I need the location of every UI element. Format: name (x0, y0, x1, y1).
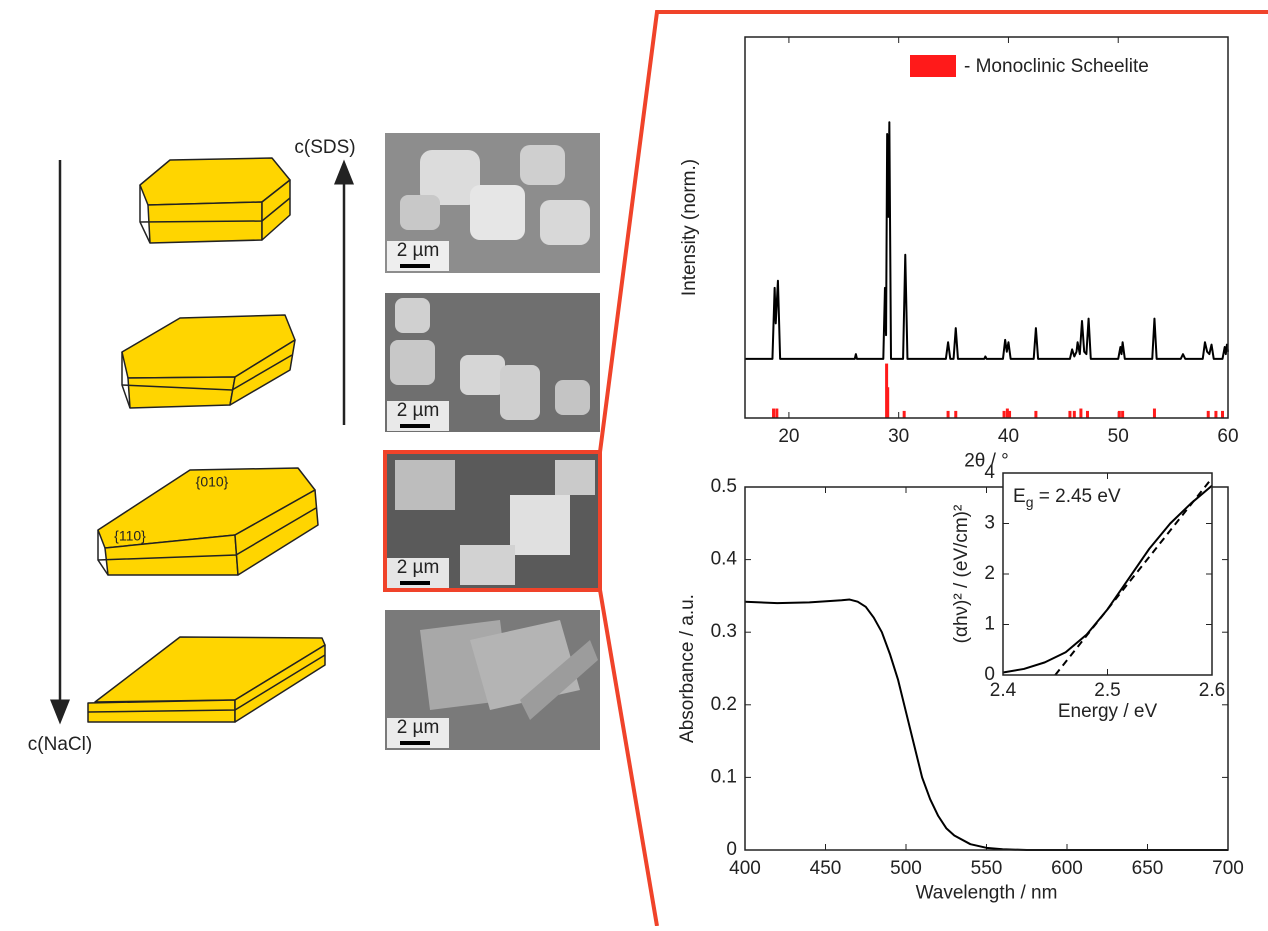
x-tick-label: 50 (1108, 426, 1129, 447)
y-tick-label: 2 (984, 563, 995, 584)
data-line (744, 598, 1228, 851)
y-tick-label: 0.4 (711, 549, 738, 570)
x-axis-label: 2θ / ° (964, 451, 1009, 472)
chart: 2.4 2.5 2.6 0 1 2 3 4 Energy / eV (αhν)² / (eV/cm… (951, 462, 1225, 722)
y-tick-label: 0.2 (711, 694, 737, 715)
reference-stick (1005, 408, 1009, 418)
x-tick-label: 600 (1051, 858, 1083, 879)
reference-stick (1214, 410, 1218, 418)
y-tick-label: 1 (984, 614, 995, 635)
reference-stick (1072, 410, 1076, 418)
reference-stick (1085, 410, 1089, 418)
y-axis-label: Absorbance / a.u. (677, 594, 698, 743)
crystal (121, 314, 296, 409)
reference-stick (1008, 410, 1012, 418)
reference-stick (954, 410, 958, 418)
y-tick-label: 0 (726, 839, 737, 860)
y-tick-label: 0.3 (711, 621, 737, 642)
scale-bar-label: 2 µm (397, 400, 440, 421)
y-tick-label: 3 (984, 513, 995, 534)
reference-stick (1034, 410, 1038, 418)
annotation-part: g (1026, 494, 1034, 510)
reference-stick (902, 410, 906, 418)
data-line (1002, 484, 1213, 674)
annotation-part: = 2.45 eV (1033, 486, 1120, 507)
x-axis-label: Wavelength / nm (916, 883, 1058, 904)
reference-stick (1221, 410, 1225, 418)
scale-bar-label: 2 µm (397, 240, 440, 261)
x-tick-label: 400 (729, 858, 761, 879)
axes-box (1002, 472, 1213, 676)
legend-label: - Monoclinic Scheelite (964, 56, 1149, 77)
reference-stick (1206, 410, 1210, 418)
x-tick-label: 650 (1132, 858, 1164, 879)
zoom-line (598, 10, 1268, 453)
arrow-label: c(NaCl) (28, 734, 92, 755)
reference-stick (946, 410, 950, 418)
scale-bar-label: 2 µm (397, 557, 440, 578)
x-tick-label: 60 (1217, 426, 1238, 447)
facet-label: {110} (114, 528, 146, 544)
scale-bar (400, 741, 430, 745)
reference-stick (1079, 408, 1083, 418)
crystal (87, 636, 326, 723)
legend-swatch (910, 55, 956, 77)
reference-stick (772, 408, 776, 418)
scale-bar (400, 264, 430, 268)
annotation-part: E (1013, 486, 1026, 507)
x-axis-label: Energy / eV (1058, 701, 1158, 722)
x-tick-label: 700 (1212, 858, 1244, 879)
crystal (139, 157, 291, 244)
crystal (97, 467, 319, 576)
sem-image (383, 450, 602, 592)
x-tick-label: 30 (888, 426, 909, 447)
data-line (745, 121, 1229, 360)
chart: 20 30 40 50 60 2θ / ° Intensity (norm.) - Monoc… (679, 36, 1239, 472)
x-tick-label: 2.6 (1199, 680, 1225, 701)
reference-stick (1117, 410, 1121, 418)
reference-stick (886, 387, 890, 418)
reference-stick (1002, 410, 1006, 418)
scale-bar (400, 424, 430, 428)
arrow-label: c(SDS) (294, 137, 355, 158)
x-tick-label: 500 (890, 858, 922, 879)
zoom-line (598, 589, 659, 927)
y-tick-label: 4 (984, 462, 995, 483)
y-tick-label: 0.5 (711, 476, 737, 497)
sem-image (385, 293, 600, 432)
x-tick-label: 550 (971, 858, 1003, 879)
chart: 400 450 500 550 600 650 700 0 0.1 0.2 0.3 0.4 0.5 Wav… (677, 476, 1244, 904)
x-tick-label: 20 (778, 426, 799, 447)
reference-stick (775, 408, 779, 418)
inset-background (1003, 473, 1212, 675)
x-tick-label: 450 (810, 858, 842, 879)
axes-box (744, 36, 1229, 419)
annotation: Eg = 2.45 eV (1013, 486, 1121, 510)
y-axis-label: Intensity (norm.) (679, 159, 700, 296)
scale-bar (400, 581, 430, 585)
reference-stick (1121, 410, 1125, 418)
y-axis-label: (αhν)² / (eV/cm)² (951, 505, 972, 644)
facet-label: {010} (196, 474, 229, 490)
x-tick-label: 2.5 (1094, 680, 1120, 701)
data-line (1054, 477, 1213, 676)
y-tick-label: 0 (984, 664, 995, 685)
reference-stick (1152, 408, 1156, 418)
x-tick-label: 2.4 (990, 680, 1017, 701)
scale-bar-label: 2 µm (397, 717, 440, 738)
axes-box (744, 486, 1229, 851)
reference-stick (1068, 410, 1072, 418)
x-tick-label: 40 (998, 426, 1019, 447)
y-tick-label: 0.1 (711, 766, 737, 787)
